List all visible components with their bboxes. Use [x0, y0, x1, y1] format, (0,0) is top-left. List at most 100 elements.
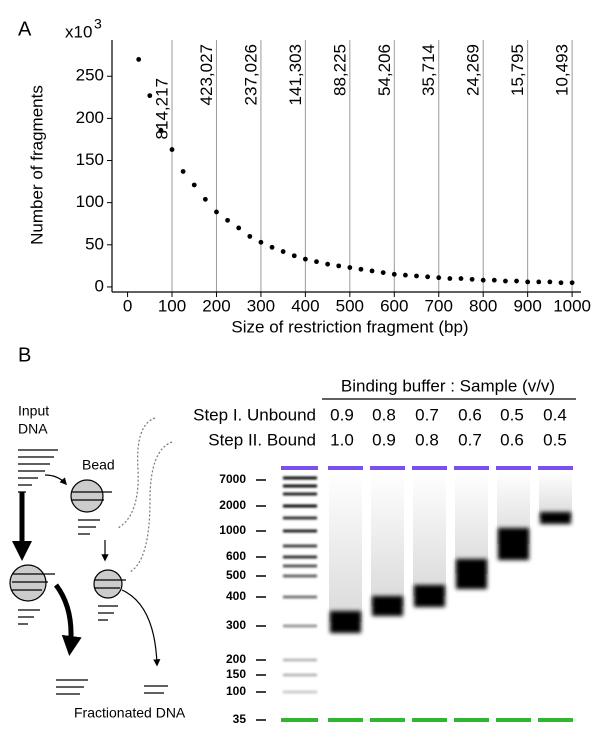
x-axis-label: Size of restriction fragment (bp) — [231, 317, 468, 336]
data-point — [325, 261, 331, 267]
ladder-band — [283, 555, 317, 559]
annotation-label: 141,303 — [286, 44, 305, 105]
data-point — [558, 280, 564, 286]
ladder-band — [283, 673, 317, 677]
ladder-label: 1000 — [219, 523, 246, 537]
data-point — [536, 279, 542, 285]
marker-band — [454, 718, 489, 722]
x-tick-label: 0 — [123, 296, 132, 315]
marker-band — [328, 466, 363, 470]
marker-band — [412, 718, 447, 722]
annotation-label: 88,225 — [330, 44, 349, 96]
table-cell: 0.9 — [372, 430, 396, 449]
marker-band — [281, 718, 318, 722]
data-point — [425, 274, 431, 280]
annotation-label: 10,493 — [553, 44, 572, 96]
y-multiplier-exponent: 3 — [94, 16, 102, 32]
table-cell: 0.6 — [458, 405, 482, 424]
x-tick-label: 1000 — [553, 296, 591, 315]
data-point — [202, 196, 208, 202]
y-tick-label: 100 — [76, 192, 104, 211]
data-point — [236, 225, 242, 231]
table-title: Binding buffer : Sample (v/v) — [341, 376, 555, 395]
data-point — [391, 271, 397, 277]
data-point — [547, 279, 553, 285]
data-point — [291, 253, 297, 259]
ladder-band — [283, 658, 317, 662]
annotation-label: 24,269 — [464, 44, 483, 96]
x-tick-label: 100 — [158, 296, 186, 315]
panel-label: A — [18, 18, 32, 40]
panel-label: B — [18, 344, 31, 366]
y-multiplier: x10 — [65, 22, 92, 41]
marker-band — [496, 466, 531, 470]
table-cell: 0.6 — [500, 430, 524, 449]
data-point — [214, 209, 219, 215]
ladder-label: 400 — [226, 589, 246, 603]
table-cell: 0.8 — [372, 405, 396, 424]
data-point — [369, 268, 375, 274]
x-tick-label: 300 — [247, 296, 275, 315]
data-point — [469, 276, 475, 282]
annotation-label: 54,206 — [375, 44, 394, 96]
diagram-label: Fractionated DNA — [74, 705, 186, 721]
data-point — [169, 147, 175, 152]
marker-band — [281, 466, 318, 470]
y-tick-label: 0 — [95, 276, 104, 295]
x-tick-label: 400 — [291, 296, 319, 315]
marker-band — [370, 718, 405, 722]
marker-band — [412, 466, 447, 470]
ladder-band — [283, 484, 317, 488]
annotation-label: 814,217 — [152, 78, 171, 139]
gel-band — [498, 528, 529, 560]
ladder-label: 500 — [226, 568, 246, 582]
data-point — [525, 279, 531, 285]
x-tick-label: 500 — [336, 296, 364, 315]
data-point — [147, 93, 153, 99]
data-point — [414, 273, 419, 279]
y-tick-label: 200 — [76, 108, 104, 127]
x-tick-label: 600 — [380, 296, 408, 315]
y-tick-label: 150 — [76, 150, 104, 169]
marker-band — [538, 466, 573, 470]
table-cell: 0.9 — [330, 405, 354, 424]
marker-band — [496, 718, 531, 722]
x-tick-label: 200 — [202, 296, 230, 315]
diagram-label: Bead — [82, 457, 115, 473]
y-axis-label: Number of fragments — [27, 85, 46, 245]
data-point — [269, 244, 275, 250]
gel-smear — [329, 472, 362, 622]
data-point — [191, 182, 197, 188]
gel-smear — [371, 472, 404, 606]
marker-band — [538, 718, 573, 722]
diagram-label: Input — [18, 403, 49, 419]
marker-band — [328, 718, 363, 722]
ladder-band — [283, 529, 317, 533]
data-point — [514, 278, 519, 284]
ladder-band — [283, 516, 317, 520]
ladder-band — [283, 564, 317, 568]
data-point — [569, 280, 575, 286]
marker-band — [370, 466, 405, 470]
table-cell: 0.7 — [458, 430, 482, 449]
gel-band — [540, 512, 571, 524]
annotation-label: 423,027 — [197, 44, 216, 105]
table: Step I. Unbound 0.9 0.8 0.7 0.6 0.5 0.4 Step II… — [193, 405, 567, 449]
gel-smear — [539, 472, 572, 518]
table-cell: 1.0 — [330, 430, 354, 449]
data-point — [436, 275, 442, 281]
ladder-band — [283, 574, 317, 578]
data-point — [358, 266, 364, 272]
data-point — [136, 56, 142, 62]
diagram — [9, 417, 173, 695]
gel — [279, 463, 574, 725]
data-point — [447, 276, 453, 281]
table-cell: 0.5 — [500, 405, 524, 424]
ladder-band — [283, 544, 317, 548]
data-point — [258, 239, 264, 245]
annotation-label: 35,714 — [419, 44, 438, 96]
x-tick-label: 800 — [469, 296, 497, 315]
table-cell: 0.7 — [415, 405, 439, 424]
row-label: Step II. Bound — [208, 430, 316, 449]
